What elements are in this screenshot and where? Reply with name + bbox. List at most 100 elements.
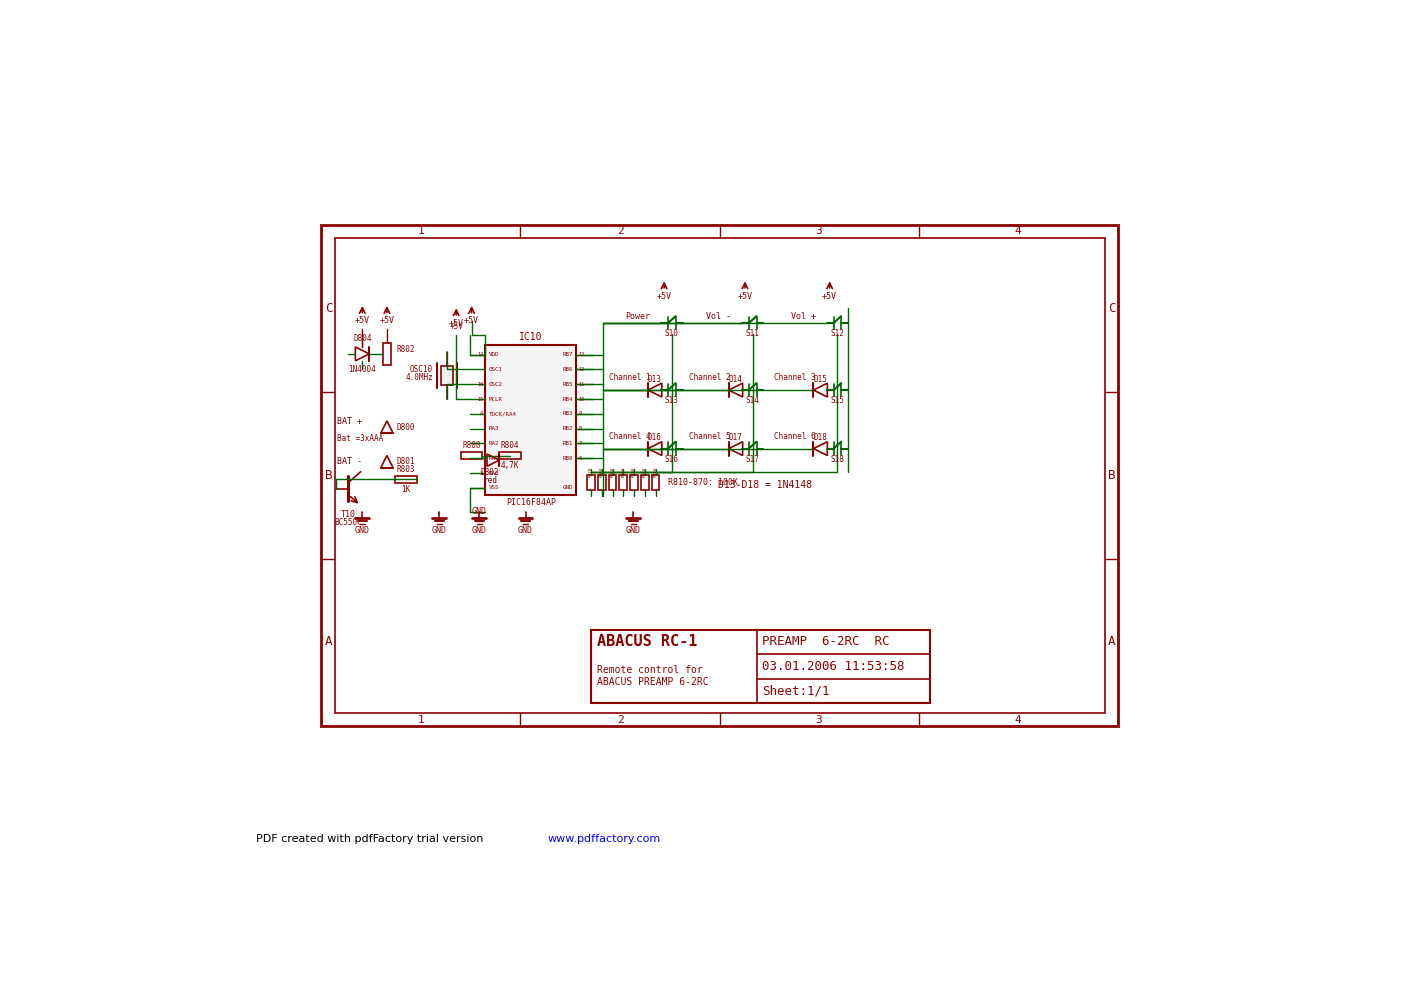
Text: IC10: IC10	[519, 332, 543, 342]
Text: B: B	[324, 469, 333, 482]
Text: C: C	[1108, 302, 1115, 315]
Text: 12: 12	[578, 367, 585, 372]
Bar	[322, 225, 1119, 726]
Text: 16: 16	[477, 382, 483, 387]
Text: GND: GND	[563, 485, 573, 490]
Text: GND: GND	[626, 526, 640, 535]
Bar	[591, 630, 929, 703]
Text: GND: GND	[472, 526, 487, 535]
Text: red: red	[483, 476, 497, 485]
Text: RA0: RA0	[489, 470, 498, 475]
Text: RB1: RB1	[563, 441, 573, 446]
Bar	[441, 366, 453, 385]
Text: 2: 2	[616, 226, 623, 236]
Text: GND: GND	[355, 526, 369, 535]
Text: VDD: VDD	[489, 352, 498, 357]
Text: D801: D801	[396, 457, 414, 466]
Text: D13-D18 = 1N4148: D13-D18 = 1N4148	[717, 480, 812, 490]
Text: T10: T10	[341, 510, 355, 520]
Bar	[630, 475, 637, 490]
Text: 03.01.2006 11:53:58: 03.01.2006 11:53:58	[762, 660, 904, 673]
Text: R810: R810	[654, 466, 657, 477]
Text: S18: S18	[830, 455, 844, 464]
Text: RB2: RB2	[563, 427, 573, 432]
Text: RB4: RB4	[563, 397, 573, 402]
Text: Power: Power	[625, 312, 650, 321]
Text: Bat =3xAAA: Bat =3xAAA	[337, 434, 383, 443]
Text: RB7: RB7	[563, 352, 573, 357]
Bar	[587, 475, 595, 490]
Text: Channel 2: Channel 2	[689, 373, 731, 382]
Text: D802: D802	[480, 468, 500, 477]
Text: R810-870: 100K: R810-870: 100K	[668, 478, 739, 487]
Bar	[461, 451, 483, 459]
Text: GND: GND	[472, 507, 487, 516]
Text: VSS: VSS	[489, 485, 498, 490]
Bar	[500, 451, 521, 459]
Text: R804: R804	[501, 441, 519, 450]
Text: D800: D800	[396, 423, 414, 432]
Text: RB0: RB0	[563, 455, 573, 460]
Bar	[598, 475, 605, 490]
Text: Vol -: Vol -	[706, 312, 731, 321]
Text: 6: 6	[578, 455, 581, 460]
Text: R803: R803	[397, 465, 416, 474]
Bar	[383, 343, 390, 365]
Text: S15: S15	[830, 397, 844, 406]
Text: OSC2: OSC2	[489, 382, 503, 387]
Text: 7: 7	[578, 441, 581, 446]
Text: RA1: RA1	[489, 455, 498, 460]
Text: S10: S10	[665, 329, 678, 338]
Text: S11: S11	[746, 329, 760, 338]
Bar	[396, 475, 417, 483]
Bar	[486, 344, 576, 495]
Text: D13: D13	[647, 375, 661, 384]
Text: OSC10: OSC10	[410, 365, 432, 374]
Text: Channel 3: Channel 3	[774, 373, 816, 382]
Text: 4.0MHz: 4.0MHz	[406, 373, 432, 382]
Text: A: A	[324, 635, 333, 649]
Text: 3: 3	[816, 714, 823, 724]
Text: 1: 1	[417, 714, 424, 724]
Bar	[609, 475, 616, 490]
Text: D16: D16	[647, 434, 661, 442]
Text: 1K: 1K	[402, 485, 411, 494]
Text: +5V: +5V	[379, 316, 395, 325]
Text: 8: 8	[578, 427, 581, 432]
Text: +5V: +5V	[465, 316, 479, 325]
Text: +5V: +5V	[355, 316, 369, 325]
Text: BC550C: BC550C	[334, 518, 362, 527]
Text: 4,7K: 4,7K	[501, 461, 519, 470]
Text: R840: R840	[622, 466, 625, 477]
Text: R870: R870	[588, 466, 592, 477]
Text: S13: S13	[665, 397, 678, 406]
Text: D15: D15	[813, 375, 827, 384]
Text: 3: 3	[480, 470, 483, 475]
Text: PDF created with pdfFactory trial version: PDF created with pdfFactory trial versio…	[256, 834, 487, 844]
Text: RB6: RB6	[563, 367, 573, 372]
Text: 9: 9	[578, 412, 581, 417]
Text: 10: 10	[578, 397, 585, 402]
Text: B: B	[1108, 469, 1115, 482]
Text: MCLR: MCLR	[489, 397, 503, 402]
Text: BAT +: BAT +	[337, 418, 362, 427]
Text: GND: GND	[432, 526, 446, 535]
Bar	[619, 475, 628, 490]
Text: Channel 4: Channel 4	[608, 432, 650, 440]
Text: A: A	[1108, 635, 1115, 649]
Text: 1: 1	[417, 226, 424, 236]
Text: GND: GND	[518, 526, 534, 535]
Text: C: C	[324, 302, 333, 315]
Text: S12: S12	[830, 329, 844, 338]
Bar	[651, 475, 660, 490]
Text: ABACUS PREAMP 6-2RC: ABACUS PREAMP 6-2RC	[597, 677, 709, 686]
Text: RB3: RB3	[563, 412, 573, 417]
Text: +5V: +5V	[657, 292, 671, 301]
Text: 2: 2	[616, 714, 623, 724]
Text: Channel 5: Channel 5	[689, 432, 731, 440]
Text: +5V: +5V	[449, 322, 463, 331]
Text: 15: 15	[477, 397, 483, 402]
Text: BAT -: BAT -	[337, 457, 362, 466]
Text: PIC16F84AP: PIC16F84AP	[505, 498, 556, 507]
Text: S16: S16	[665, 455, 678, 464]
